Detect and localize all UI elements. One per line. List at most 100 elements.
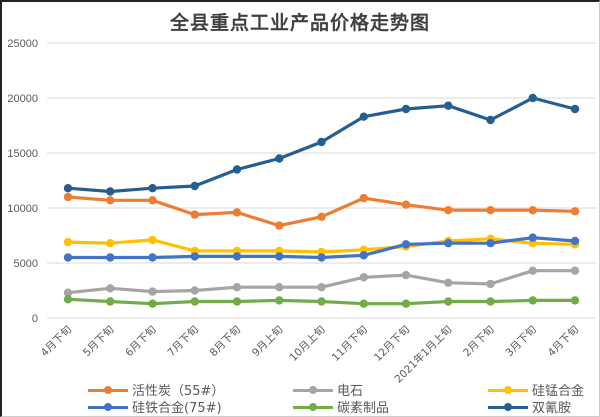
data-point xyxy=(570,236,580,246)
data-point xyxy=(148,299,157,308)
data-point xyxy=(570,266,580,275)
data-point xyxy=(190,210,199,219)
data-point xyxy=(232,297,242,306)
data-point xyxy=(401,200,411,209)
data-point xyxy=(528,266,537,275)
data-point xyxy=(106,196,115,205)
series-line xyxy=(66,195,577,228)
data-point xyxy=(359,299,368,308)
legend-label: 双氰胺 xyxy=(532,401,572,416)
data-point xyxy=(106,239,115,248)
x-axis-ticks: 4月下旬 5月下旬 6月下旬 7月下旬 8月下旬 9月上旬 10月上旬 11月下旬 12月下旬2… xyxy=(38,323,581,386)
legend-item: 硅锰合金 xyxy=(488,380,584,399)
data-point xyxy=(486,279,495,289)
data-point xyxy=(63,184,73,193)
data-point xyxy=(444,239,453,248)
data-point xyxy=(444,206,453,215)
data-point xyxy=(190,297,199,306)
data-point xyxy=(190,252,199,261)
data-point xyxy=(486,115,495,125)
series-3 xyxy=(63,233,580,262)
legend-item: 活性炭（55#） xyxy=(88,380,224,399)
y-tick-label: 5000 xyxy=(14,258,38,270)
data-point xyxy=(486,239,495,248)
data-point xyxy=(232,252,242,261)
data-point xyxy=(317,253,326,262)
data-point xyxy=(528,296,537,305)
data-point xyxy=(63,237,73,247)
y-tick-label: 25000 xyxy=(7,38,38,50)
data-point xyxy=(148,196,157,205)
data-point xyxy=(528,206,537,215)
data-point xyxy=(148,184,157,193)
data-point xyxy=(63,192,73,202)
x-tick-label: 2月下旬 xyxy=(460,323,496,359)
data-point xyxy=(232,283,242,292)
data-point xyxy=(275,221,284,230)
gridlines xyxy=(47,42,596,319)
y-tick-label: 20000 xyxy=(7,93,38,105)
x-tick-label: 5月下旬 xyxy=(80,323,116,359)
legend-item: 硅铁合金(75#) xyxy=(88,397,222,416)
legend-item: 电石 xyxy=(293,380,363,399)
data-point xyxy=(317,212,326,221)
legend-label: 活性炭（55#） xyxy=(132,384,225,399)
data-point xyxy=(148,287,157,296)
legend-item: 碳素制品 xyxy=(293,397,389,416)
data-point xyxy=(275,296,284,305)
data-point xyxy=(444,297,453,306)
data-point xyxy=(528,233,537,242)
data-point xyxy=(106,187,115,196)
x-tick-label: 11月下旬 xyxy=(329,323,370,364)
series-4 xyxy=(63,295,580,308)
x-tick-label: 3月下旬 xyxy=(503,323,539,359)
data-point xyxy=(401,240,411,249)
y-tick-label: 10000 xyxy=(7,203,38,215)
legend-swatch xyxy=(293,385,333,395)
data-point xyxy=(232,165,242,174)
data-point xyxy=(486,206,495,215)
series-1 xyxy=(63,266,580,297)
data-point xyxy=(444,278,453,287)
data-point xyxy=(401,270,411,280)
legend-label: 硅锰合金 xyxy=(532,384,585,399)
data-point xyxy=(317,137,326,147)
data-point xyxy=(106,297,115,306)
legend-swatch xyxy=(293,402,333,412)
y-tick-label: 0 xyxy=(32,313,38,325)
data-point xyxy=(359,273,368,282)
data-point xyxy=(106,253,115,262)
data-point xyxy=(232,208,242,217)
series-5 xyxy=(63,93,580,196)
x-tick-label: 6月下旬 xyxy=(122,323,158,359)
series-lines xyxy=(63,93,580,308)
data-point xyxy=(444,101,453,110)
data-point xyxy=(63,253,73,262)
data-point xyxy=(275,154,284,163)
legend-label: 电石 xyxy=(337,384,364,399)
x-tick-label: 9月上旬 xyxy=(249,323,285,359)
legend-swatch xyxy=(488,385,528,395)
chart-title: 全县重点工业产品价格走势图 xyxy=(169,12,430,34)
data-point xyxy=(486,297,495,306)
y-tick-label: 15000 xyxy=(7,148,38,160)
data-point xyxy=(63,295,73,304)
x-tick-label: 7月下旬 xyxy=(165,323,201,359)
data-point xyxy=(359,193,368,203)
legend-swatch xyxy=(488,402,528,412)
legend-item: 双氰胺 xyxy=(488,397,571,416)
data-point xyxy=(190,181,199,191)
y-axis-ticks: 0 5000 10000 15000 20000 25000 xyxy=(7,38,38,325)
data-point xyxy=(317,283,326,292)
data-point xyxy=(317,297,326,306)
legend-label: 碳素制品 xyxy=(337,401,390,416)
series-2 xyxy=(63,234,580,257)
x-tick-label: 12月下旬 xyxy=(371,323,412,364)
data-point xyxy=(190,286,199,295)
x-tick-label: 4月下旬 xyxy=(38,323,74,359)
data-point xyxy=(359,112,368,121)
x-tick-label: 10月上旬 xyxy=(287,323,328,364)
data-point xyxy=(148,235,157,245)
data-point xyxy=(148,253,157,262)
